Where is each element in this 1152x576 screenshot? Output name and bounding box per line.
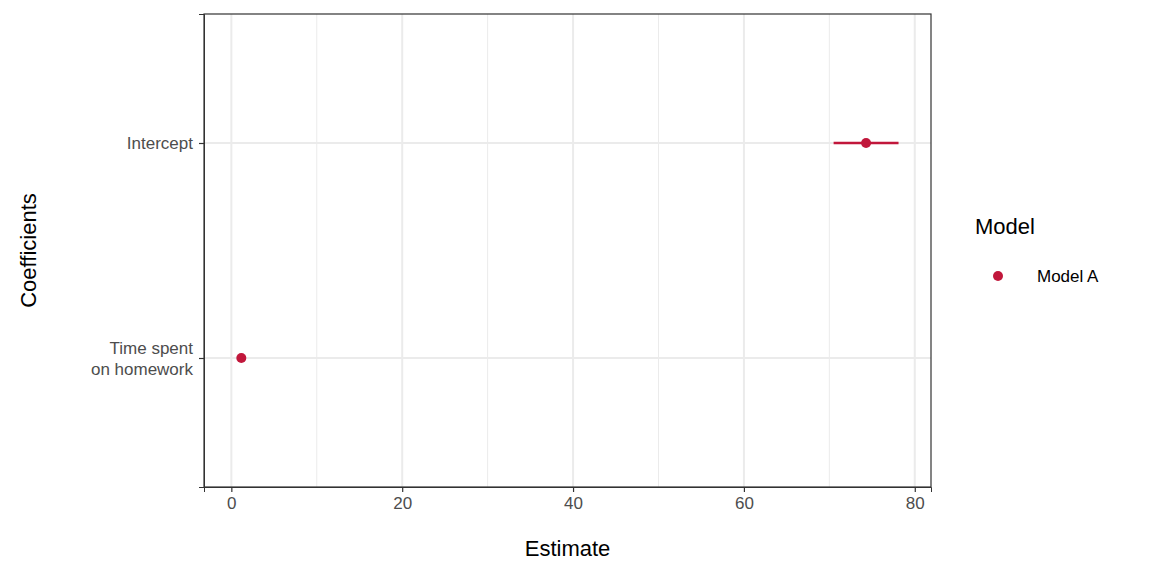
major-grid-line [572, 14, 574, 487]
x-tick-mark [402, 487, 403, 492]
major-grid-line [743, 14, 745, 487]
y-tick-mark [199, 358, 204, 359]
chart: 0 20 40 60 80 Intercept Time spent on homework E… [0, 0, 1152, 576]
x-tick-label: 20 [393, 494, 412, 513]
y-axis: Intercept Time spent on homework [91, 15, 205, 488]
x-tick-label: 40 [564, 494, 583, 513]
x-tick: 40 [564, 487, 583, 513]
point [236, 353, 246, 363]
x-tick-label: 80 [906, 494, 925, 513]
x-tick: 0 [227, 487, 236, 513]
x-tick-mark [231, 487, 232, 492]
x-tick-mark [573, 487, 574, 492]
y-tick-label-line: Time spent [110, 339, 194, 358]
minor-grid-line [316, 14, 317, 487]
y-tick-label-line: Intercept [127, 134, 193, 153]
y-tick-label: Intercept [127, 134, 193, 153]
plot-frame [204, 14, 931, 487]
marks [236, 138, 898, 363]
x-axis: 0 20 40 60 80 [205, 487, 932, 513]
legend: Model Model A [975, 214, 1099, 286]
x-axis-title: Estimate [525, 536, 611, 561]
grid [204, 14, 931, 487]
x-axis-line [205, 488, 932, 493]
plot-background [204, 14, 931, 487]
minor-grid-line [829, 14, 830, 487]
major-grid-line [401, 14, 403, 487]
x-tick: 60 [735, 487, 754, 513]
category-grid-line [204, 357, 931, 359]
legend-marker [993, 271, 1003, 281]
y-tick-label: Time spent on homework [91, 339, 194, 379]
x-tick-mark [915, 487, 916, 492]
major-grid-line [914, 14, 916, 487]
y-tick-mark [199, 143, 204, 144]
y-tick: Intercept [127, 134, 204, 153]
y-axis-title: Coefficients [16, 193, 41, 308]
y-tick: Time spent on homework [91, 339, 204, 379]
x-tick-mark [744, 487, 745, 492]
x-tick: 80 [906, 487, 925, 513]
x-tick: 20 [393, 487, 412, 513]
legend-label: Model A [1037, 267, 1099, 286]
y-tick-label-line: on homework [91, 360, 194, 379]
point [861, 138, 871, 148]
x-tick-label: 60 [735, 494, 754, 513]
minor-grid-line [658, 14, 659, 487]
x-tick-label: 0 [227, 494, 236, 513]
category-grid-line [204, 142, 931, 144]
major-grid-line [230, 14, 232, 487]
minor-grid-line [487, 14, 488, 487]
legend-title: Model [975, 214, 1035, 239]
